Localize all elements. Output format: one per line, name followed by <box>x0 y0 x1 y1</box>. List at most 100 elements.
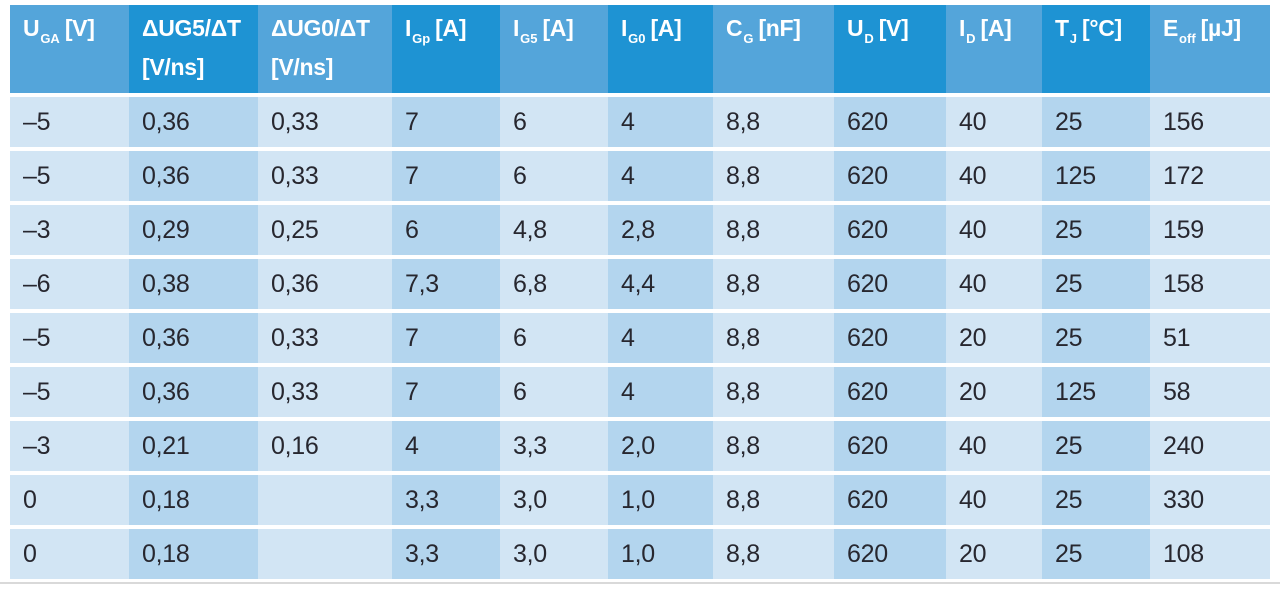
cell-value: 3,3 <box>405 485 439 514</box>
cell-value: 8,8 <box>726 323 760 352</box>
cell-value: 6 <box>513 377 527 406</box>
table-cell: 4 <box>608 313 713 363</box>
cell-value: 25 <box>1055 215 1083 244</box>
table-cell: 0,25 <box>258 205 392 255</box>
header-unit-line2: [V/ns] <box>142 54 205 80</box>
table-cell: 0,36 <box>129 151 258 201</box>
cell-value: 3,0 <box>513 539 547 568</box>
table-cell: 0 <box>10 475 129 525</box>
table-row-6: –5 0,36 0,33 7 6 4 8,8 620 20 125 58 <box>10 367 1270 417</box>
table-cell: 240 <box>1150 421 1270 471</box>
table-cell: 25 <box>1042 259 1150 309</box>
cell-value: 156 <box>1163 107 1204 136</box>
column-header-2: ΔUG5/ΔT [V/ns] <box>129 5 258 93</box>
cell-value: 0,18 <box>142 539 190 568</box>
cell-value: 620 <box>847 269 888 298</box>
table-cell: 4 <box>608 151 713 201</box>
table-cell: 620 <box>834 475 946 525</box>
header-subscript: G <box>743 31 754 46</box>
cell-value: 3,3 <box>513 431 547 460</box>
table-row-1: –5 0,36 0,33 7 6 4 8,8 620 40 25 156 <box>10 97 1270 147</box>
table-cell: 7 <box>392 151 500 201</box>
table-cell: 58 <box>1150 367 1270 417</box>
cell-value: 25 <box>1055 107 1083 136</box>
cell-value: 4,4 <box>621 269 655 298</box>
header-subscript: Gp <box>412 31 431 46</box>
table-cell: –3 <box>10 205 129 255</box>
cell-value: –5 <box>23 377 51 406</box>
table-row-4: –6 0,38 0,36 7,3 6,8 4,4 8,8 620 40 25 158 <box>10 259 1270 309</box>
table-cell: 25 <box>1042 529 1150 579</box>
column-header-10: TJ [°C] <box>1042 5 1150 93</box>
table-cell: 3,0 <box>500 475 608 525</box>
table-cell: 0,33 <box>258 313 392 363</box>
table-cell: 40 <box>946 421 1042 471</box>
table-cell: –5 <box>10 367 129 417</box>
table-cell: 3,0 <box>500 529 608 579</box>
cell-value: 620 <box>847 377 888 406</box>
column-header-4: IGp [A] <box>392 5 500 93</box>
table-cell: 0 <box>10 529 129 579</box>
column-header-11: Eoff [µJ] <box>1150 5 1270 93</box>
header-symbol: E <box>1163 15 1179 41</box>
table-cell: 25 <box>1042 421 1150 471</box>
table-cell: 40 <box>946 151 1042 201</box>
table-cell: 158 <box>1150 259 1270 309</box>
cell-value: 20 <box>959 539 987 568</box>
cell-value: 2,0 <box>621 431 655 460</box>
header-unit-line2: [V/ns] <box>271 54 334 80</box>
cell-value: 3,3 <box>405 539 439 568</box>
table-cell: 0,36 <box>129 97 258 147</box>
table-cell: 25 <box>1042 475 1150 525</box>
cell-value: 8,8 <box>726 539 760 568</box>
table-cell: 2,0 <box>608 421 713 471</box>
table-cell: 0,18 <box>129 529 258 579</box>
table-cell: 8,8 <box>713 151 834 201</box>
table-cell: 125 <box>1042 151 1150 201</box>
header-symbol: I <box>513 15 520 41</box>
cell-value: 1,0 <box>621 485 655 514</box>
cell-value: 0,25 <box>271 215 319 244</box>
table-row-9: 0 0,18 3,3 3,0 1,0 8,8 620 20 25 108 <box>10 529 1270 579</box>
cell-value: –5 <box>23 323 51 352</box>
table-cell: 8,8 <box>713 529 834 579</box>
table-cell: 3,3 <box>392 529 500 579</box>
table-cell: 156 <box>1150 97 1270 147</box>
header-unit: [A] <box>980 15 1012 41</box>
cell-value: 0,36 <box>271 269 319 298</box>
cell-value: 8,8 <box>726 161 760 190</box>
table-cell: 620 <box>834 313 946 363</box>
column-header-9: ID [A] <box>946 5 1042 93</box>
table-cell: 1,0 <box>608 475 713 525</box>
cell-value: 25 <box>1055 323 1083 352</box>
header-unit: [A] <box>650 15 682 41</box>
table-cell: 620 <box>834 97 946 147</box>
table-cell: 51 <box>1150 313 1270 363</box>
cell-value: 620 <box>847 215 888 244</box>
table-cell: 20 <box>946 313 1042 363</box>
table-cell: 620 <box>834 367 946 417</box>
table-cell: 8,8 <box>713 421 834 471</box>
cell-value: 4 <box>621 377 635 406</box>
table-cell: 4,8 <box>500 205 608 255</box>
cell-value: 0 <box>23 485 37 514</box>
cell-value: 8,8 <box>726 269 760 298</box>
header-symbol: U <box>847 15 864 41</box>
column-header-6: IG0 [A] <box>608 5 713 93</box>
table-cell: 4 <box>608 367 713 417</box>
table-cell: 125 <box>1042 367 1150 417</box>
cell-value: 4 <box>621 161 635 190</box>
table-cell: 20 <box>946 367 1042 417</box>
cell-value: 4,8 <box>513 215 547 244</box>
table-cell: 8,8 <box>713 475 834 525</box>
table-cell: 25 <box>1042 97 1150 147</box>
table-cell: 40 <box>946 259 1042 309</box>
cell-value: 25 <box>1055 485 1083 514</box>
header-symbol: I <box>621 15 628 41</box>
cell-value: 7,3 <box>405 269 439 298</box>
table-cell: 8,8 <box>713 313 834 363</box>
table-cell: 0,36 <box>129 313 258 363</box>
table-cell: 40 <box>946 97 1042 147</box>
table-cell: 0,33 <box>258 97 392 147</box>
cell-value: –6 <box>23 269 51 298</box>
